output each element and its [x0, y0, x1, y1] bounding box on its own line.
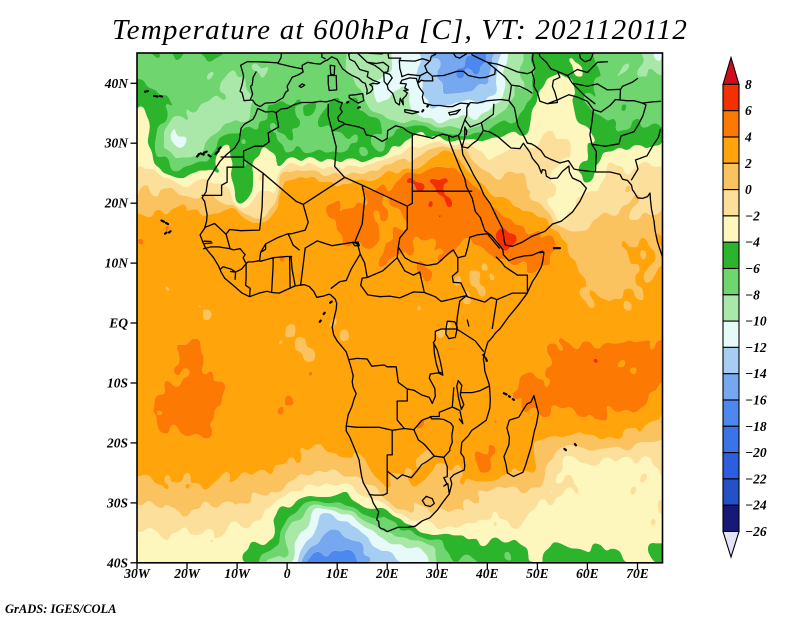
- svg-text:30S: 30S: [106, 495, 128, 510]
- svg-text:−4: −4: [745, 235, 760, 250]
- svg-text:40N: 40N: [104, 76, 130, 91]
- svg-text:−2: −2: [745, 208, 760, 223]
- svg-text:20E: 20E: [375, 566, 399, 581]
- svg-text:60E: 60E: [576, 566, 599, 581]
- svg-text:−20: −20: [745, 445, 767, 460]
- svg-text:−10: −10: [745, 314, 767, 329]
- svg-text:2: 2: [744, 156, 752, 171]
- svg-text:−22: −22: [745, 471, 767, 486]
- svg-text:−14: −14: [745, 366, 767, 381]
- svg-text:0: 0: [284, 566, 291, 581]
- svg-text:GrADS: IGES/COLA: GrADS: IGES/COLA: [5, 602, 117, 616]
- svg-text:30W: 30W: [123, 566, 151, 581]
- svg-text:−8: −8: [745, 287, 760, 302]
- svg-text:6: 6: [745, 103, 752, 118]
- svg-text:10S: 10S: [107, 376, 128, 391]
- svg-text:50E: 50E: [526, 566, 549, 581]
- svg-text:10E: 10E: [326, 566, 349, 581]
- svg-text:−24: −24: [745, 498, 767, 513]
- svg-text:8: 8: [745, 77, 752, 92]
- svg-text:−26: −26: [745, 524, 767, 539]
- svg-text:−16: −16: [745, 393, 767, 408]
- svg-text:4: 4: [744, 130, 752, 145]
- svg-text:30E: 30E: [425, 566, 449, 581]
- svg-text:−12: −12: [745, 340, 767, 355]
- svg-text:10N: 10N: [105, 256, 130, 271]
- svg-text:30N: 30N: [104, 136, 130, 151]
- svg-text:−6: −6: [745, 261, 760, 276]
- svg-text:20N: 20N: [104, 196, 130, 211]
- svg-text:20W: 20W: [173, 566, 201, 581]
- svg-text:20S: 20S: [106, 435, 128, 450]
- svg-text:70E: 70E: [626, 566, 649, 581]
- svg-text:0: 0: [745, 182, 752, 197]
- svg-text:EQ: EQ: [108, 316, 128, 331]
- svg-text:40S: 40S: [106, 555, 128, 570]
- svg-text:Temperature at 600hPa [C], VT:: Temperature at 600hPa [C], VT: 202112011…: [112, 14, 688, 46]
- svg-text:−18: −18: [745, 419, 767, 434]
- svg-text:10W: 10W: [224, 566, 251, 581]
- svg-text:40E: 40E: [475, 566, 499, 581]
